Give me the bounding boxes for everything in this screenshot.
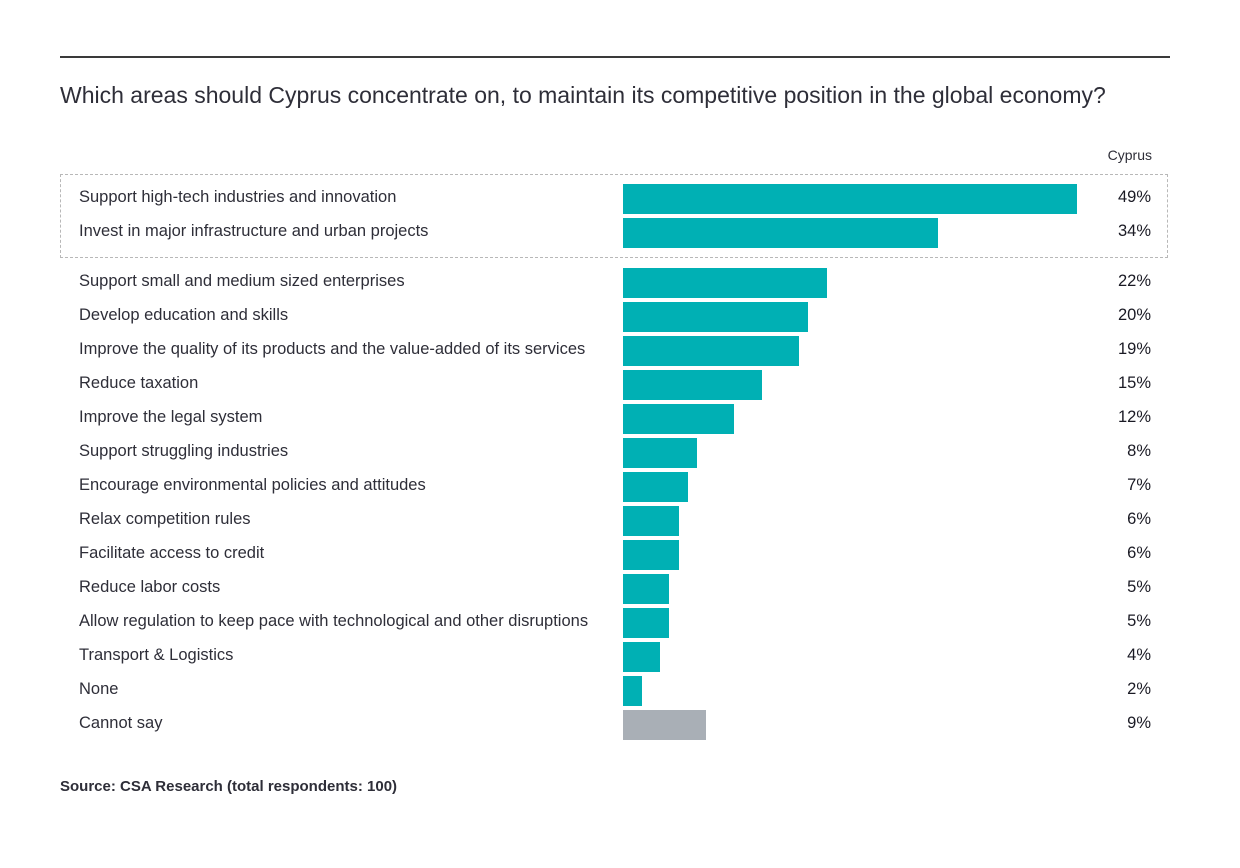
table-row: Invest in major infrastructure and urban… (0, 216, 1240, 250)
value-label: 49% (1117, 188, 1151, 206)
bar (623, 336, 800, 366)
table-row: Encourage environmental policies and att… (0, 470, 1240, 504)
category-label: Reduce taxation (79, 374, 199, 392)
table-row: Allow regulation to keep pace with techn… (0, 606, 1240, 640)
value-label: 9% (1127, 714, 1151, 732)
value-label: 20% (1117, 306, 1151, 324)
table-row: Support high-tech industries and innovat… (0, 182, 1240, 216)
table-row: Cannot say 9% (0, 708, 1240, 742)
chart-title: Which areas should Cyprus concentrate on… (60, 82, 1106, 108)
category-label: Develop education and skills (79, 306, 289, 324)
category-label: Improve the legal system (79, 408, 263, 426)
bar (623, 268, 827, 298)
bar (623, 574, 670, 604)
value-label: 7% (1127, 476, 1151, 494)
value-label: 5% (1127, 578, 1151, 596)
bar (623, 302, 809, 332)
bar (623, 710, 707, 740)
table-row: Support small and medium sized enterpris… (0, 266, 1240, 300)
table-row: None 2% (0, 674, 1240, 708)
bar (623, 218, 939, 248)
value-label: 34% (1117, 222, 1151, 240)
value-label: 19% (1117, 340, 1151, 358)
value-label: 8% (1127, 442, 1151, 460)
bar (623, 642, 661, 672)
bar (623, 540, 679, 570)
value-label: 22% (1117, 272, 1151, 290)
top-rule (60, 56, 1170, 58)
category-label: Relax competition rules (79, 510, 251, 528)
bar (623, 676, 642, 706)
category-label: Improve the quality of its products and … (79, 340, 586, 358)
bar (623, 506, 679, 536)
table-row: Transport & Logistics 4% (0, 640, 1240, 674)
category-label: Support small and medium sized enterpris… (79, 272, 405, 290)
table-row: Support struggling industries 8% (0, 436, 1240, 470)
category-label: Invest in major infrastructure and urban… (79, 222, 429, 240)
table-row: Develop education and skills 20% (0, 300, 1240, 334)
bar (623, 404, 735, 434)
column-header-cyprus: Cyprus (1107, 147, 1152, 163)
category-label: None (79, 680, 119, 698)
value-label: 4% (1127, 646, 1151, 664)
category-label: Encourage environmental policies and att… (79, 476, 426, 494)
bar (623, 472, 688, 502)
table-row: Reduce taxation 15% (0, 368, 1240, 402)
value-label: 2% (1127, 680, 1151, 698)
category-label: Facilitate access to credit (79, 544, 265, 562)
highlight-box (60, 174, 1168, 258)
table-row: Relax competition rules 6% (0, 504, 1240, 538)
bar (623, 370, 762, 400)
value-label: 6% (1127, 544, 1151, 562)
category-label: Support struggling industries (79, 442, 289, 460)
bar (623, 184, 1077, 214)
value-label: 15% (1117, 374, 1151, 392)
table-row: Improve the quality of its products and … (0, 334, 1240, 368)
category-label: Support high-tech industries and innovat… (79, 188, 397, 206)
table-row: Improve the legal system 12% (0, 402, 1240, 436)
table-row: Reduce labor costs 5% (0, 572, 1240, 606)
bar (623, 438, 698, 468)
table-row: Facilitate access to credit 6% (0, 538, 1240, 572)
category-label: Reduce labor costs (79, 578, 221, 596)
category-label: Cannot say (79, 714, 163, 732)
value-label: 6% (1127, 510, 1151, 528)
value-label: 5% (1127, 612, 1151, 630)
value-label: 12% (1117, 408, 1151, 426)
category-label: Transport & Logistics (79, 646, 234, 664)
category-label: Allow regulation to keep pace with techn… (79, 612, 589, 630)
source-note: Source: CSA Research (total respondents:… (60, 778, 398, 795)
bar (623, 608, 670, 638)
